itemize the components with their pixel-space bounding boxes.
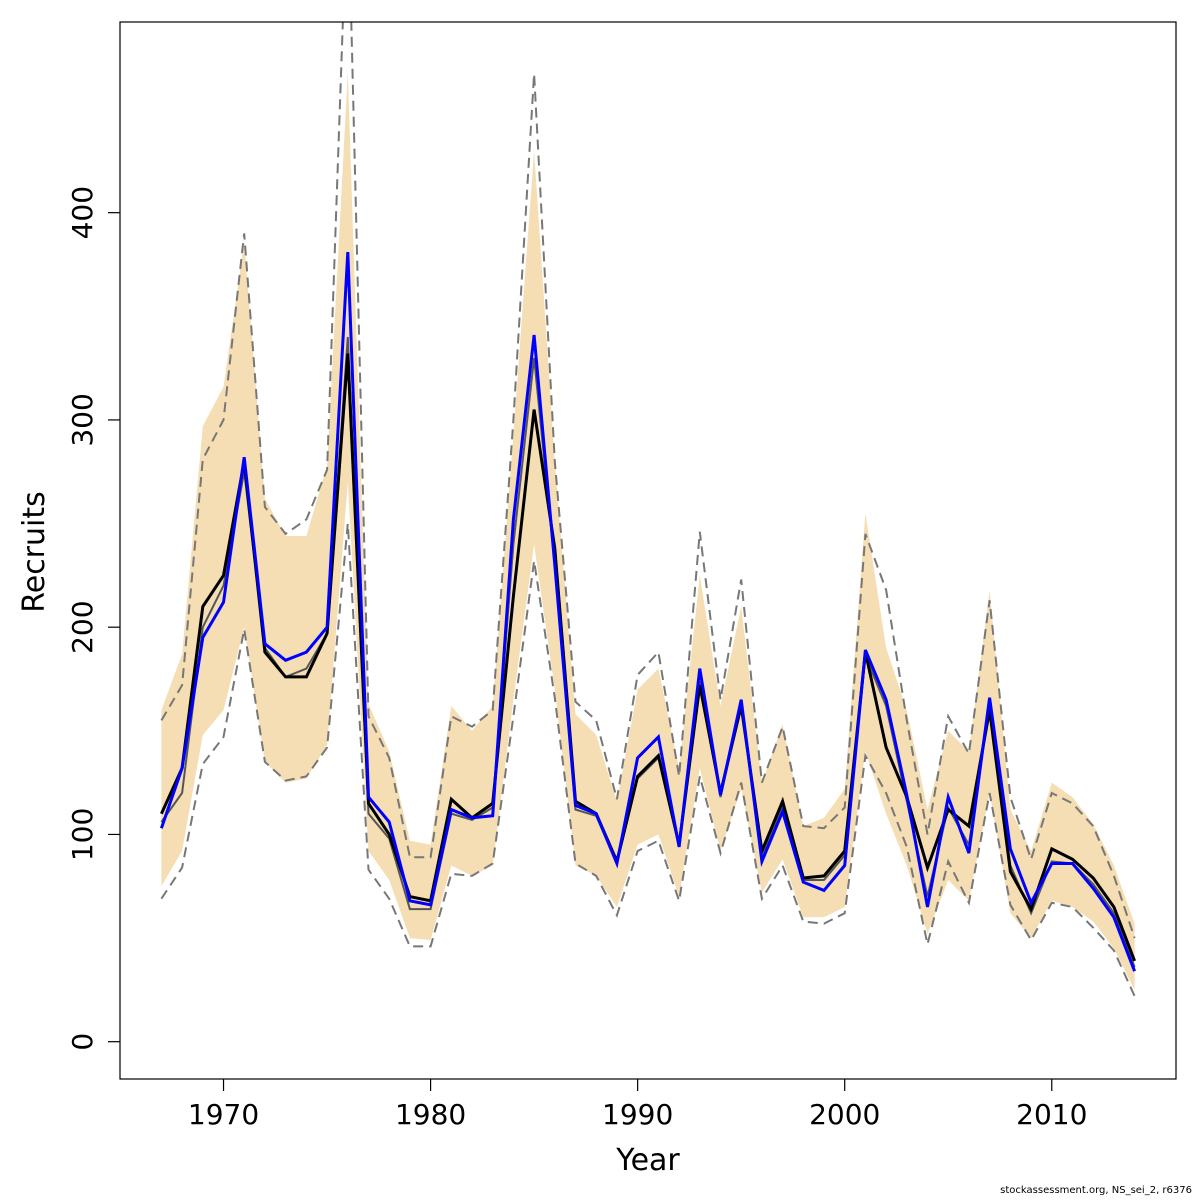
confidence-band (161, 71, 1135, 990)
series-line-blue (159, 252, 1137, 972)
x-tick-label: 1970 (188, 1098, 259, 1131)
series-line-dashed-upper (160, 22, 1136, 939)
y-axis-title: Recruits (17, 491, 52, 613)
y-tick-label: 300 (66, 393, 99, 446)
series-line-dashed-lower (160, 523, 1136, 997)
y-tick-label: 0 (66, 1033, 99, 1051)
x-tick-label: 1990 (602, 1098, 673, 1131)
plot-frame (119, 21, 1177, 1080)
x-tick-label: 2000 (809, 1098, 880, 1131)
credit-text: stockassessment.org, NS_sei_2, r6376 (1000, 1185, 1192, 1196)
x-axis-title: Year (615, 1143, 680, 1178)
y-tick-label: 400 (66, 186, 99, 239)
plot-area (159, 22, 1137, 997)
series-line-estimate (160, 353, 1137, 962)
y-tick-label: 200 (66, 600, 99, 653)
axes: 1970 1980 1990 2000 2010 0 100 200 300 400 (66, 21, 1177, 1131)
x-tick-label: 1980 (395, 1098, 466, 1131)
y-tick-label: 100 (66, 808, 99, 861)
x-tick-label: 2010 (1016, 1098, 1087, 1131)
plot-content (159, 22, 1137, 997)
